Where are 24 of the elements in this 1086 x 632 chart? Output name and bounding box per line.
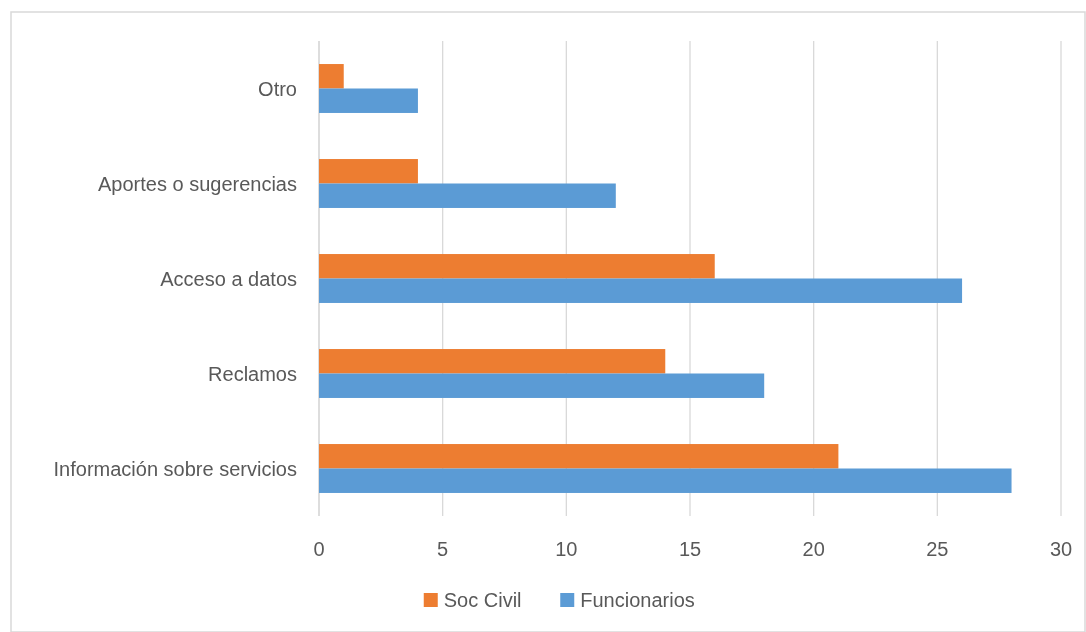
bar [319,254,715,279]
legend-label: Soc Civil [443,589,522,611]
x-tick-label: 25 [926,538,949,560]
x-tick-label: 15 [678,538,702,560]
x-tick-label: 20 [802,538,825,560]
bar [319,278,963,303]
legend-label: Funcionarios [580,589,695,611]
y-tick-label: Otro [258,77,297,100]
bar [319,159,418,184]
bar [319,444,839,469]
bar [319,88,418,113]
bar [319,468,1012,493]
y-tick-label: Aportes o sugerencias [97,172,297,195]
y-tick-label: Reclamos [208,362,297,385]
x-tick-label: 5 [437,538,449,560]
bar [319,373,765,398]
x-tick-label: 0 [313,538,325,560]
bar [319,64,344,89]
bar [319,183,616,208]
x-tick-label: 10 [555,538,578,560]
y-tick-label: Acceso a datos [160,267,297,290]
x-tick-label: 30 [1049,538,1073,560]
y-tick-label: Información sobre servicios [53,457,297,480]
bar [319,349,666,374]
